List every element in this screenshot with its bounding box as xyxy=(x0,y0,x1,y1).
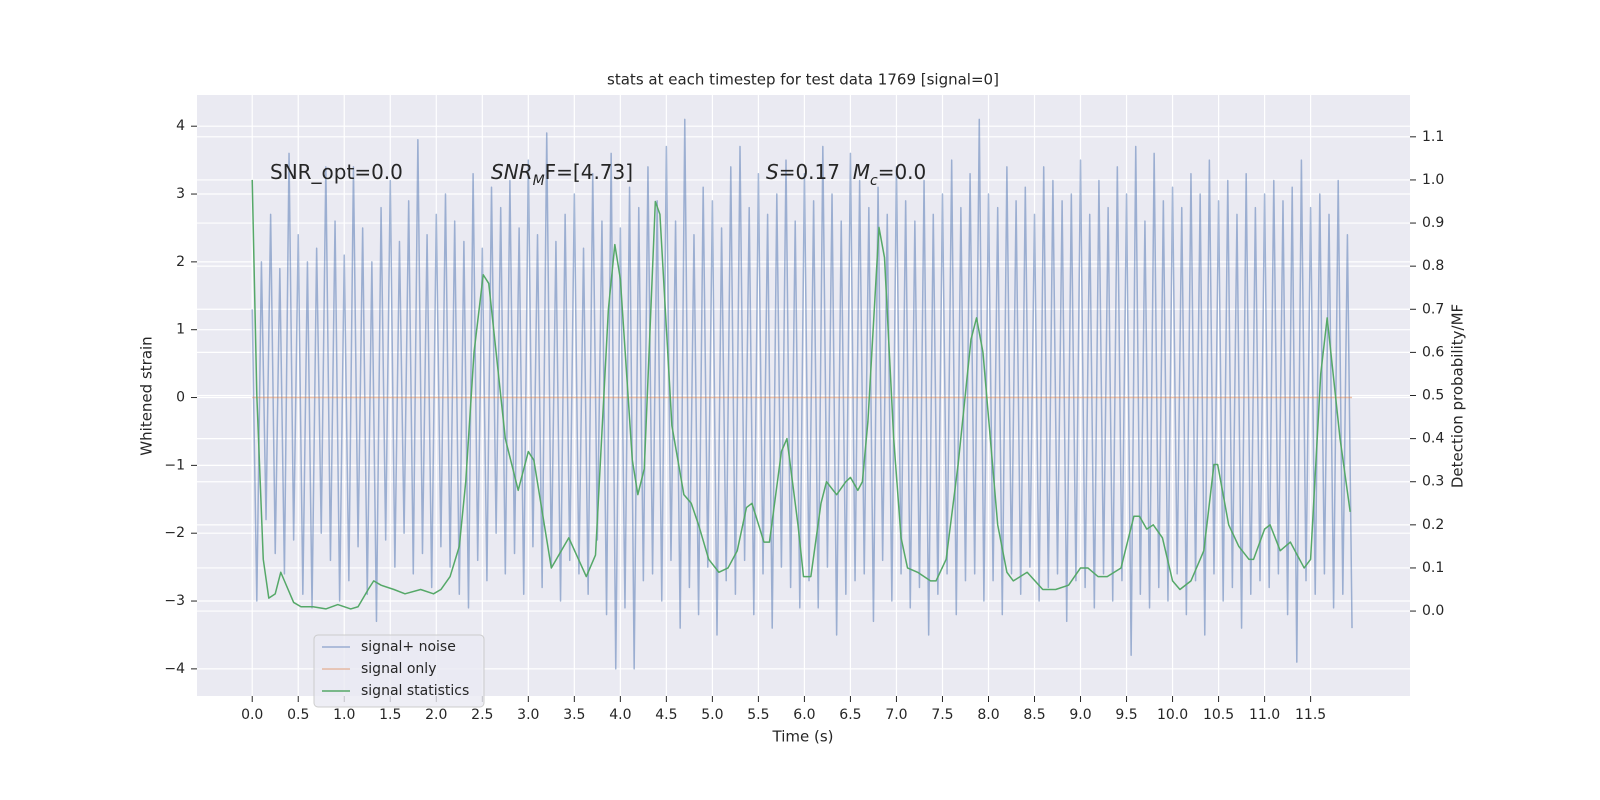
x-tick-label: 11.5 xyxy=(1295,707,1326,723)
x-tick-label: 5.5 xyxy=(747,707,769,723)
annotation-run: SNR_opt=0.0 xyxy=(270,160,403,184)
annotation: S=0.17 Mc=0.0 xyxy=(766,160,926,190)
annotation-run: =0.0 xyxy=(878,160,927,184)
y-tick-label: −4 xyxy=(164,661,185,677)
legend-label: signal statistics xyxy=(361,683,469,699)
y2-tick-label: 0.8 xyxy=(1422,258,1444,274)
annotation-run: M xyxy=(533,173,545,189)
x-tick-label: 5.0 xyxy=(701,707,723,723)
legend-label: signal+ noise xyxy=(361,639,456,655)
y2-tick-label: 0.0 xyxy=(1422,603,1444,619)
y2-tick-label: 1.0 xyxy=(1422,172,1444,188)
y-tick-label: −1 xyxy=(164,457,185,473)
legend-label: signal only xyxy=(361,661,436,677)
y-tick-label: −2 xyxy=(164,525,185,541)
annotation: SNR_opt=0.0 xyxy=(270,160,403,184)
annotation-run: c xyxy=(870,173,878,189)
series-line xyxy=(251,179,1351,610)
x-tick-label: 1.0 xyxy=(333,707,355,723)
legend-box xyxy=(313,634,485,708)
annotation-run: S xyxy=(766,160,779,184)
x-tick-label: 0.0 xyxy=(241,707,263,723)
annotation-run: =0.17 xyxy=(779,160,853,184)
annotation-run: M xyxy=(853,160,870,184)
annotation-run: F=[4.73] xyxy=(545,160,633,184)
y2-tick-label: 0.1 xyxy=(1422,560,1444,576)
x-tick-label: 4.0 xyxy=(609,707,631,723)
x-axis-label: Time (s) xyxy=(772,728,834,746)
marks xyxy=(251,118,1353,670)
y2-tick-label: 0.7 xyxy=(1422,301,1444,317)
y-axis-label: Whitened strain xyxy=(138,336,156,455)
x-tick-label: 10.5 xyxy=(1203,707,1234,723)
x-tick-label: 2.5 xyxy=(471,707,493,723)
x-tick-label: 3.0 xyxy=(517,707,539,723)
annotation: SNRMF=[4.73] xyxy=(491,160,633,190)
y2-tick-label: 0.3 xyxy=(1422,474,1444,490)
y2-tick-label: 0.4 xyxy=(1422,431,1444,447)
y2-axis-label: Detection probability/MF xyxy=(1449,304,1467,488)
y-tick-label: 0 xyxy=(176,390,185,406)
x-tick-label: 9.5 xyxy=(1115,707,1137,723)
y-tick-label: 1 xyxy=(176,322,185,338)
x-tick-label: 4.5 xyxy=(655,707,677,723)
x-tick-label: 10.0 xyxy=(1157,707,1188,723)
y2-tick-label: 0.6 xyxy=(1422,344,1444,360)
x-tick-label: 9.0 xyxy=(1069,707,1091,723)
x-tick-label: 6.5 xyxy=(839,707,861,723)
x-tick-label: 1.5 xyxy=(379,707,401,723)
x-tick-label: 2.0 xyxy=(425,707,447,723)
x-tick-label: 7.5 xyxy=(931,707,953,723)
x-tick-label: 11.0 xyxy=(1249,707,1280,723)
y-tick-label: 4 xyxy=(176,118,185,134)
x-tick-label: 6.0 xyxy=(793,707,815,723)
annotation-run: SNR xyxy=(491,160,533,184)
x-tick-label: 0.5 xyxy=(287,707,309,723)
y-tick-label: −3 xyxy=(164,593,185,609)
y2-tick-label: 0.5 xyxy=(1422,388,1444,404)
x-tick-label: 8.5 xyxy=(1023,707,1045,723)
x-tick-label: 7.0 xyxy=(885,707,907,723)
y-tick-label: 2 xyxy=(176,254,185,270)
y-tick-label: 3 xyxy=(176,186,185,202)
chart-title: stats at each timestep for test data 176… xyxy=(607,71,999,89)
x-tick-label: 8.0 xyxy=(977,707,999,723)
x-tick-label: 3.5 xyxy=(563,707,585,723)
series-line xyxy=(251,118,1353,670)
y2-tick-label: 0.2 xyxy=(1422,517,1444,533)
y2-tick-label: 0.9 xyxy=(1422,215,1444,231)
y2-tick-label: 1.1 xyxy=(1422,129,1444,145)
